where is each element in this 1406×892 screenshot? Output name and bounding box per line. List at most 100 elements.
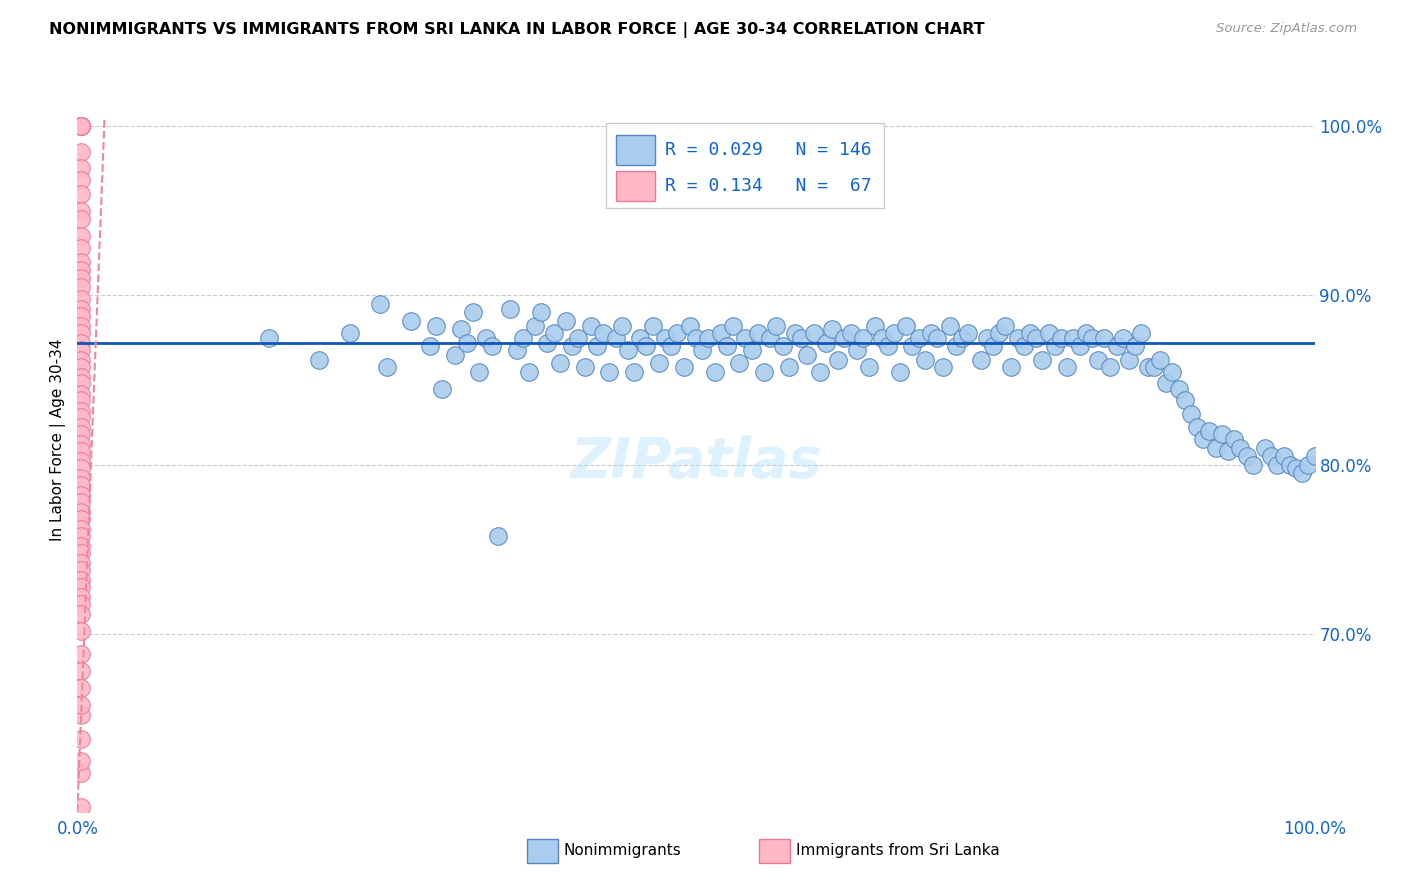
Point [628,331,651,345]
Point [579,318,602,333]
Point [548,356,571,370]
Point [401,314,423,328]
Point [685,331,707,345]
Point [443,348,465,362]
Point [920,326,942,340]
Point [778,359,800,374]
FancyBboxPatch shape [616,136,655,165]
Point [70,556,93,570]
Point [1149,352,1171,367]
Point [752,365,775,379]
Point [690,343,713,357]
Point [1069,339,1091,353]
Point [1223,432,1246,446]
Point [70,241,93,255]
Point [70,119,93,133]
Point [1007,331,1029,345]
Text: Immigrants from Sri Lanka: Immigrants from Sri Lanka [796,844,1000,858]
Point [70,573,93,587]
Point [1118,352,1140,367]
Point [1278,458,1301,472]
Point [70,495,93,509]
Point [1130,326,1153,340]
Point [914,352,936,367]
Point [70,359,93,374]
Point [636,339,658,353]
Point [1050,331,1073,345]
Point [70,799,93,814]
Point [623,365,645,379]
Point [1000,359,1022,374]
Y-axis label: In Labor Force | Age 30-34: In Labor Force | Age 30-34 [51,338,66,541]
Point [772,339,794,353]
Point [70,280,93,294]
Point [456,335,478,350]
Point [1161,365,1184,379]
Point [70,145,93,159]
Point [1298,458,1320,472]
Point [70,326,93,340]
Point [70,607,93,621]
Point [598,365,620,379]
Point [927,331,949,345]
Point [976,331,998,345]
Point [1154,376,1177,391]
Text: Nonimmigrants: Nonimmigrants [564,844,682,858]
Point [1205,441,1227,455]
Point [858,359,880,374]
Point [450,322,472,336]
Point [1031,352,1053,367]
Point [1062,331,1084,345]
Point [70,427,93,442]
Point [70,119,93,133]
Point [865,318,887,333]
Point [1112,331,1135,345]
Point [617,343,640,357]
Point [70,698,93,712]
Point [896,318,918,333]
Point [468,365,491,379]
Point [70,369,93,384]
Point [70,119,93,133]
Point [70,471,93,485]
Point [1185,420,1208,434]
Point [1087,352,1109,367]
Point [70,461,93,475]
Point [981,339,1004,353]
Point [70,352,93,367]
Point [486,529,509,543]
Point [648,356,671,370]
Point [70,529,93,543]
Point [70,335,93,350]
Point [796,348,818,362]
Point [883,326,905,340]
Point [70,420,93,434]
Point [1267,458,1289,472]
Point [70,488,93,502]
Point [543,326,565,340]
Point [659,339,682,353]
Point [257,331,280,345]
Point [1229,441,1251,455]
Point [70,410,93,425]
Point [1285,461,1308,475]
Point [666,326,689,340]
Point [1254,441,1277,455]
Point [1303,449,1326,463]
Point [932,359,955,374]
Point [1198,424,1220,438]
Point [1043,339,1066,353]
Point [375,359,398,374]
Point [505,343,527,357]
Point [70,173,93,187]
Point [70,403,93,417]
Point [463,305,485,319]
Point [747,326,769,340]
Point [70,203,93,218]
Point [70,309,93,323]
Text: Source: ZipAtlas.com: Source: ZipAtlas.com [1216,22,1357,36]
Point [1123,339,1146,353]
Point [70,263,93,277]
Point [1092,331,1115,345]
Point [741,343,763,357]
